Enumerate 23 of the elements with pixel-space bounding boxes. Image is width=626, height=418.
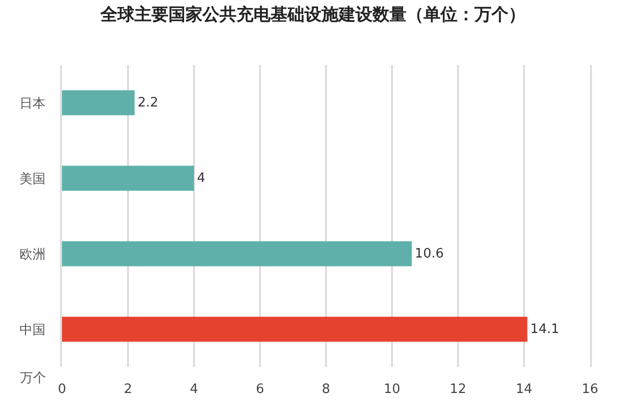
y-tick-label: 美国 [20, 170, 46, 187]
y-tick-label: 日本 [20, 96, 46, 112]
data-label: 4 [197, 170, 206, 186]
x-tick-label: 16 [582, 382, 598, 397]
y-tick-label: 中国 [20, 322, 46, 338]
x-tick-label: 12 [450, 382, 466, 397]
bar [62, 166, 194, 191]
x-tick-label: 8 [322, 382, 330, 397]
x-tick-label: 4 [190, 382, 198, 397]
x-tick-label: 14 [516, 382, 532, 397]
x-tick-label: 0 [58, 382, 66, 397]
y-tick-label: 欧洲 [20, 247, 46, 262]
data-label: 10.6 [414, 246, 444, 262]
bar [62, 241, 412, 266]
x-tick-label: 10 [384, 382, 400, 397]
data-label: 2.2 [138, 95, 158, 110]
x-tick-label: 6 [256, 382, 264, 397]
bar [62, 90, 135, 116]
chart-title: 全球主要国家公共充电基础设施建设数量（单位：万个） [100, 4, 526, 25]
data-label: 14.1 [530, 322, 560, 337]
bar [62, 316, 528, 342]
x-tick-label: 2 [124, 382, 132, 397]
x-axis-title: 万个 [20, 371, 46, 386]
